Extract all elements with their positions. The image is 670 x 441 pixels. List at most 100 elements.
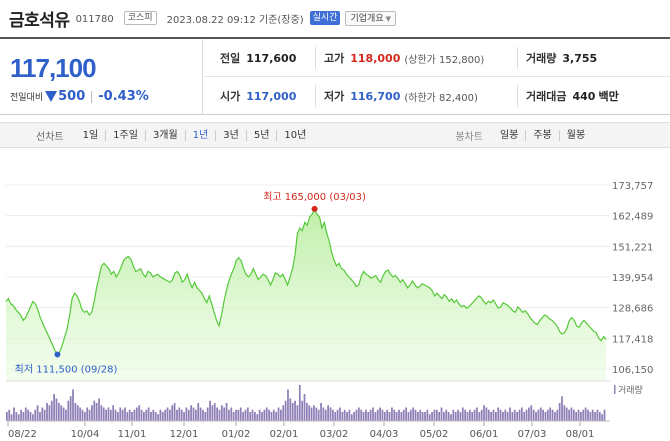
tab-10y[interactable]: 10년 [276,129,313,141]
tab-1d[interactable]: 1일 [82,129,99,141]
volume-bar [452,409,455,421]
volume-bar [294,400,296,421]
tab-3y[interactable]: 3년 [215,129,246,141]
chart-tabs: 선차트 1일 1주일 3개월 1년 3년 5년 10년 봉차트 일봉 주봉 월봉 [0,122,670,148]
x-tick-label: 03/02 [320,429,349,440]
volume-bar [509,407,511,421]
volume-bar [76,405,79,421]
x-tick-label: 08/01 [566,429,595,440]
volume-bar [544,412,547,421]
candle-chart-title: 봉차트 [455,131,483,143]
y-tick-label: 128,686 [612,304,653,315]
metric-label: 시가 [220,90,241,103]
volume-bar [454,412,457,421]
volume-bar [426,409,429,421]
volume-bar [372,407,374,421]
volume-bar [539,407,542,421]
volume-bar [117,412,119,421]
volume-bar [284,400,287,421]
volume-bar [443,412,445,421]
tab-monthly[interactable]: 월봉 [558,129,592,141]
volume-bar [57,403,60,421]
tab-1w[interactable]: 1주일 [105,129,145,141]
x-tick-label: 10/04 [71,429,100,440]
line-chart-title: 선차트 [36,131,64,143]
tab-5y[interactable]: 5년 [245,129,277,141]
volume-bar [150,412,152,421]
volume-bar [551,409,554,421]
current-price: 117,100 [10,53,97,83]
volume-bar [405,407,407,421]
volume-bar [535,412,537,421]
volume-bar [199,407,202,421]
volume-bar [43,409,46,421]
volume-bar [398,409,400,421]
y-tick-label: 106,150 [612,365,653,376]
metrics-row-1: 전일 117,600 고가 118,000 (상한가 152,800) 거래량 … [204,39,670,77]
volume-bar [119,407,122,421]
volume-bar [589,412,592,421]
volume-bar [39,412,41,421]
volume-bar [251,409,254,421]
volume-bar [306,403,308,421]
metric-value: 3,755 [562,51,598,65]
volume-bar [572,409,575,421]
price-line [5,207,607,356]
volume-bar [556,409,559,421]
realtime-badge[interactable]: 실시간 [309,11,341,25]
volume-bar [459,412,462,421]
metric-low: 저가 116,700 (하한가 82,400) [324,77,478,115]
volume-bar [161,412,164,421]
volume-bar [168,409,171,421]
volume-bar [178,407,181,421]
volume-bar [450,414,452,421]
metric-high: 고가 118,000 (상한가 152,800) [324,39,484,77]
volume-bar [8,409,11,421]
volume-bar [374,412,377,421]
volume-bar [135,407,138,421]
price-metrics: 전일 117,600 고가 118,000 (상한가 152,800) 거래량 … [204,39,670,115]
stock-code: 011780 [75,14,114,25]
volume-bar [41,407,44,421]
volume-bar [478,412,481,421]
volume-bar [60,405,63,421]
volume-bar [69,396,72,421]
tab-3m[interactable]: 3개월 [144,129,185,141]
tab-daily[interactable]: 일봉 [499,129,519,141]
volume-bar [388,412,391,421]
divider [517,85,518,107]
volume-bar [107,407,110,421]
volume-bar [232,412,235,421]
volume-bar [457,409,459,421]
volume-bar [487,409,490,421]
volume-bar [386,409,389,421]
volume-bar [72,389,74,421]
tab-1y[interactable]: 1년 [184,129,216,141]
volume-bar [419,409,422,421]
low-point [54,351,61,358]
volume-bar [341,412,344,421]
volume-bar [27,409,30,421]
volume-bar [29,412,32,421]
volume-bar [216,407,218,421]
volume-bar [570,407,573,421]
volume-bar [36,405,39,421]
volume-bar [322,407,325,421]
volume-bar [506,412,509,421]
volume-bar [180,409,183,421]
volume-bar [494,412,497,421]
volume-bar [603,409,606,421]
volume-bar [584,407,587,421]
volume-bar [594,412,596,421]
volume-bar [528,407,530,421]
divider [91,90,93,103]
tab-weekly[interactable]: 주봉 [525,129,558,141]
volume-bar [121,409,124,421]
volume-bar [213,403,216,421]
company-info-button[interactable]: 기업개요 ▼ [345,10,396,26]
volume-bar [523,412,526,421]
volume-label: 거래량 [618,384,643,396]
volume-bar [331,409,334,421]
volume-bar [353,412,356,421]
price-chart[interactable]: 173,757 162,489 151,221 139,954 128,686 117,4… [0,149,670,441]
